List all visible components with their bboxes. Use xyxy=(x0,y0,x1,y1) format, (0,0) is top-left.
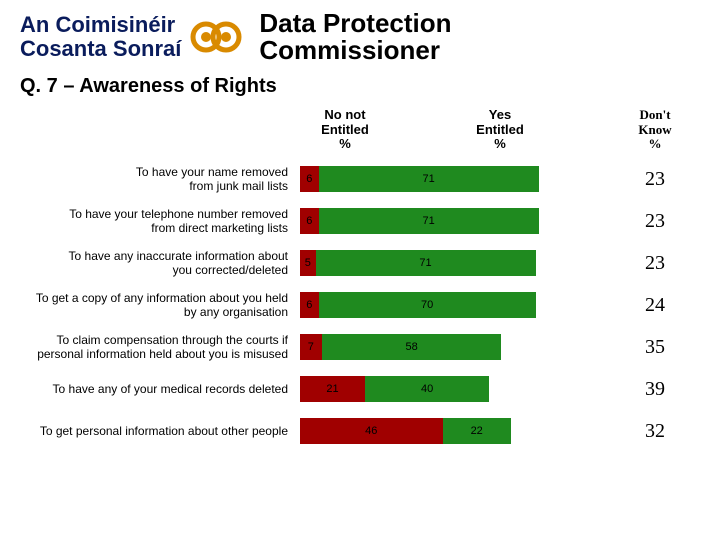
bar-no: 7 xyxy=(300,334,322,360)
header: An Coimisinéir Cosanta Sonraí Data Prote… xyxy=(0,0,720,71)
dk-value: 35 xyxy=(610,336,700,359)
row-bars: 671 xyxy=(300,166,610,192)
bar-no: 6 xyxy=(300,166,319,192)
header-left-line1: An Coimisinéir xyxy=(20,13,181,37)
bar-no: 21 xyxy=(300,376,365,402)
logo xyxy=(181,12,251,62)
chart-row: To claim compensation through the courts… xyxy=(0,326,720,368)
col-header-dk: Don'tKnow% xyxy=(610,108,700,153)
dk-value: 32 xyxy=(610,420,700,443)
row-label: To have any of your medical records dele… xyxy=(0,382,300,396)
dk-value: 23 xyxy=(610,210,700,233)
chart-row: To get a copy of any information about y… xyxy=(0,284,720,326)
question-title: Q. 7 – Awareness of Rights xyxy=(0,71,720,108)
column-headers: No notEntitled% YesEntitled% Don'tKnow% xyxy=(0,108,720,153)
bar-yes: 71 xyxy=(319,208,539,234)
row-bars: 4622 xyxy=(300,418,610,444)
bar-no: 5 xyxy=(300,250,316,276)
row-bars: 2140 xyxy=(300,376,610,402)
chart-row: To have any of your medical records dele… xyxy=(0,368,720,410)
col-header-no: No notEntitled% xyxy=(300,108,390,134)
bar-no: 46 xyxy=(300,418,443,444)
row-label: To have your telephone number removedfro… xyxy=(0,207,300,236)
row-bars: 671 xyxy=(300,208,610,234)
col-header-spacer xyxy=(0,108,300,153)
row-label: To have your name removedfrom junk mail … xyxy=(0,165,300,194)
chart-rows: To have your name removedfrom junk mail … xyxy=(0,152,720,452)
bar-no: 6 xyxy=(300,208,319,234)
swirl-logo-icon xyxy=(188,12,244,62)
row-label: To get personal information about other … xyxy=(0,424,300,438)
col-header-yes: YesEntitled% xyxy=(390,108,610,134)
dk-value: 23 xyxy=(610,168,700,191)
dk-value: 24 xyxy=(610,294,700,317)
row-label: To have any inaccurate information about… xyxy=(0,249,300,278)
chart-row: To have any inaccurate information about… xyxy=(0,242,720,284)
header-right-line2: Commissioner xyxy=(259,37,451,64)
bar-yes: 70 xyxy=(319,292,536,318)
bar-yes: 40 xyxy=(365,376,489,402)
row-bars: 670 xyxy=(300,292,610,318)
chart-row: To get personal information about other … xyxy=(0,410,720,452)
chart-row: To have your telephone number removedfro… xyxy=(0,200,720,242)
bar-yes: 58 xyxy=(322,334,502,360)
row-bars: 571 xyxy=(300,250,610,276)
bar-yes: 71 xyxy=(319,166,539,192)
chart-row: To have your name removedfrom junk mail … xyxy=(0,158,720,200)
row-label: To claim compensation through the courts… xyxy=(0,333,300,362)
dk-value: 39 xyxy=(610,378,700,401)
row-label: To get a copy of any information about y… xyxy=(0,291,300,320)
bar-yes: 22 xyxy=(443,418,511,444)
bar-no: 6 xyxy=(300,292,319,318)
header-right-line1: Data Protection xyxy=(259,10,451,37)
header-right: Data Protection Commissioner xyxy=(259,10,451,65)
dk-value: 23 xyxy=(610,252,700,275)
header-left: An Coimisinéir Cosanta Sonraí xyxy=(20,13,181,61)
bar-yes: 71 xyxy=(316,250,536,276)
header-left-line2: Cosanta Sonraí xyxy=(20,37,181,61)
col-header-chart: No notEntitled% YesEntitled% xyxy=(300,108,610,134)
row-bars: 758 xyxy=(300,334,610,360)
